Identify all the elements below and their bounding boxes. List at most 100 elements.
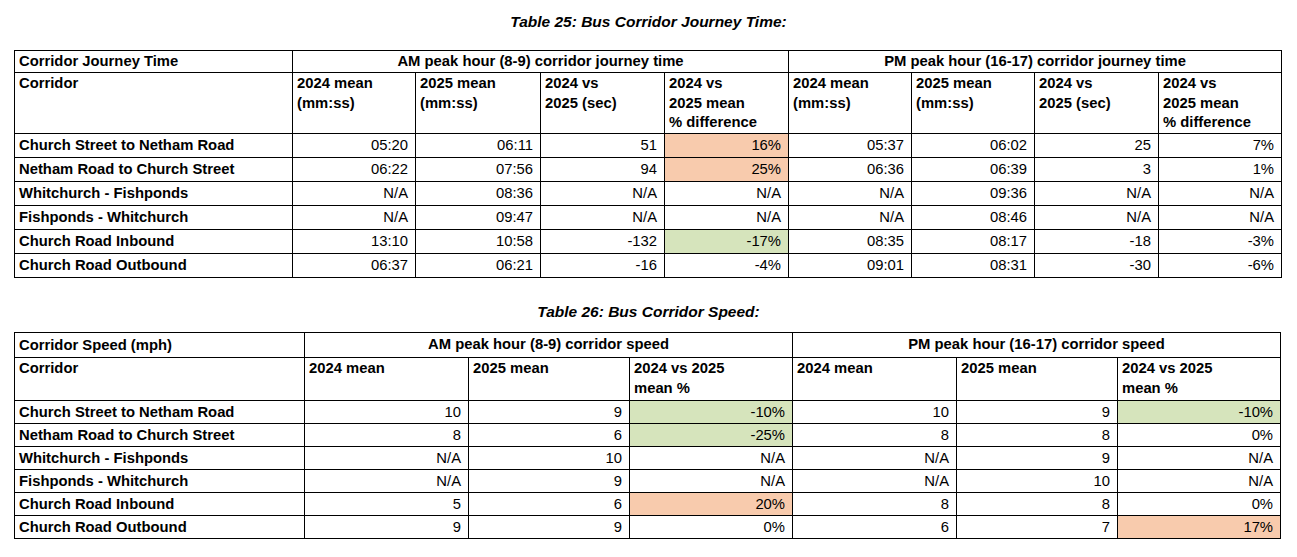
value-cell: -132	[541, 229, 665, 253]
value-cell: 05:20	[293, 133, 416, 157]
value-cell: 8	[305, 424, 469, 447]
value-cell: 10	[469, 447, 630, 470]
value-cell: 9	[469, 516, 630, 539]
column-header: 2024 vs 2025 mean %	[630, 358, 793, 401]
value-cell: N/A	[1118, 447, 1281, 470]
row-label: Fishponds - Whitchurch	[15, 470, 305, 493]
row-label: Fishponds - Whitchurch	[15, 205, 293, 229]
value-cell: 06:36	[789, 157, 912, 181]
value-cell: 06:11	[416, 133, 541, 157]
value-cell: 6	[469, 424, 630, 447]
column-header: 2024 mean (mm:ss)	[789, 73, 912, 134]
value-cell: -6%	[1159, 253, 1282, 277]
value-cell: N/A	[293, 205, 416, 229]
table26-title: Table 26: Bus Corridor Speed:	[0, 303, 1297, 321]
value-cell: N/A	[305, 470, 469, 493]
value-cell: 9	[957, 401, 1118, 424]
corner-header: Corridor Speed (mph)	[15, 333, 305, 358]
value-cell: 09:47	[416, 205, 541, 229]
value-cell: 08:46	[912, 205, 1035, 229]
value-cell: N/A	[1035, 181, 1159, 205]
table-row: Fishponds - WhitchurchN/A9N/AN/A10N/A	[15, 470, 1281, 493]
value-cell: 08:17	[912, 229, 1035, 253]
value-cell: 0%	[630, 516, 793, 539]
row-label: Netham Road to Church Street	[15, 157, 293, 181]
value-cell: -4%	[665, 253, 789, 277]
value-cell: 7	[957, 516, 1118, 539]
value-cell: N/A	[293, 181, 416, 205]
value-cell: N/A	[630, 470, 793, 493]
value-cell: 08:35	[789, 229, 912, 253]
value-cell: N/A	[541, 205, 665, 229]
corridor-column-header: Corridor	[15, 73, 293, 134]
table-row: Netham Road to Church Street86-25%880%	[15, 424, 1281, 447]
table25-bus-corridor-journey-time: Corridor Journey TimeAM peak hour (8-9) …	[14, 50, 1282, 278]
value-cell: -18	[1035, 229, 1159, 253]
value-cell: 25%	[665, 157, 789, 181]
column-header: 2024 vs 2025 (sec)	[541, 73, 665, 134]
table-row: Fishponds - WhitchurchN/A09:47N/AN/AN/A0…	[15, 205, 1282, 229]
column-header: 2024 vs 2025 mean % difference	[665, 73, 789, 134]
row-label: Whitchurch - Fishponds	[15, 447, 305, 470]
row-label: Whitchurch - Fishponds	[15, 181, 293, 205]
table-row: Church Road Inbound13:1010:58-132-17%08:…	[15, 229, 1282, 253]
value-cell: -30	[1035, 253, 1159, 277]
value-cell: N/A	[305, 447, 469, 470]
value-cell: 9	[957, 447, 1118, 470]
group-header-pm: PM peak hour (16-17) corridor journey ti…	[789, 51, 1282, 73]
value-cell: N/A	[665, 181, 789, 205]
value-cell: 51	[541, 133, 665, 157]
group-header-am: AM peak hour (8-9) corridor speed	[305, 333, 793, 358]
row-label: Church Road Inbound	[15, 229, 293, 253]
table26-bus-corridor-speed: Corridor Speed (mph)AM peak hour (8-9) c…	[14, 332, 1281, 539]
value-cell: 3	[1035, 157, 1159, 181]
value-cell: -25%	[630, 424, 793, 447]
value-cell: N/A	[541, 181, 665, 205]
group-header-am: AM peak hour (8-9) corridor journey time	[293, 51, 789, 73]
value-cell: 20%	[630, 493, 793, 516]
value-cell: N/A	[1118, 470, 1281, 493]
value-cell: 05:37	[789, 133, 912, 157]
value-cell: 0%	[1118, 424, 1281, 447]
value-cell: 0%	[1118, 493, 1281, 516]
value-cell: 06:39	[912, 157, 1035, 181]
row-label: Church Street to Netham Road	[15, 133, 293, 157]
row-label: Church Road Outbound	[15, 253, 293, 277]
value-cell: 09:36	[912, 181, 1035, 205]
value-cell: -10%	[630, 401, 793, 424]
value-cell: N/A	[793, 447, 957, 470]
value-cell: N/A	[789, 181, 912, 205]
value-cell: N/A	[1035, 205, 1159, 229]
value-cell: 5	[305, 493, 469, 516]
value-cell: 09:01	[789, 253, 912, 277]
column-header: 2024 vs 2025 mean %	[1118, 358, 1281, 401]
value-cell: 94	[541, 157, 665, 181]
value-cell: 06:21	[416, 253, 541, 277]
row-label: Netham Road to Church Street	[15, 424, 305, 447]
value-cell: 8	[793, 424, 957, 447]
value-cell: 06:37	[293, 253, 416, 277]
column-header: 2024 vs 2025 (sec)	[1035, 73, 1159, 134]
value-cell: N/A	[793, 470, 957, 493]
corner-header: Corridor Journey Time	[15, 51, 293, 73]
row-label: Church Street to Netham Road	[15, 401, 305, 424]
value-cell: 07:56	[416, 157, 541, 181]
table-row: Church Road Inbound5620%880%	[15, 493, 1281, 516]
value-cell: 08:31	[912, 253, 1035, 277]
value-cell: 17%	[1118, 516, 1281, 539]
column-header: 2025 mean	[957, 358, 1118, 401]
table-row: Church Road Outbound06:3706:21-16-4%09:0…	[15, 253, 1282, 277]
value-cell: 7%	[1159, 133, 1282, 157]
value-cell: 08:36	[416, 181, 541, 205]
value-cell: N/A	[630, 447, 793, 470]
table-row: Whitchurch - FishpondsN/A10N/AN/A9N/A	[15, 447, 1281, 470]
value-cell: 06:22	[293, 157, 416, 181]
value-cell: 9	[469, 470, 630, 493]
value-cell: 10:58	[416, 229, 541, 253]
value-cell: N/A	[789, 205, 912, 229]
value-cell: N/A	[1159, 181, 1282, 205]
value-cell: -17%	[665, 229, 789, 253]
column-header: 2025 mean (mm:ss)	[912, 73, 1035, 134]
value-cell: -16	[541, 253, 665, 277]
table-row: Netham Road to Church Street06:2207:5694…	[15, 157, 1282, 181]
